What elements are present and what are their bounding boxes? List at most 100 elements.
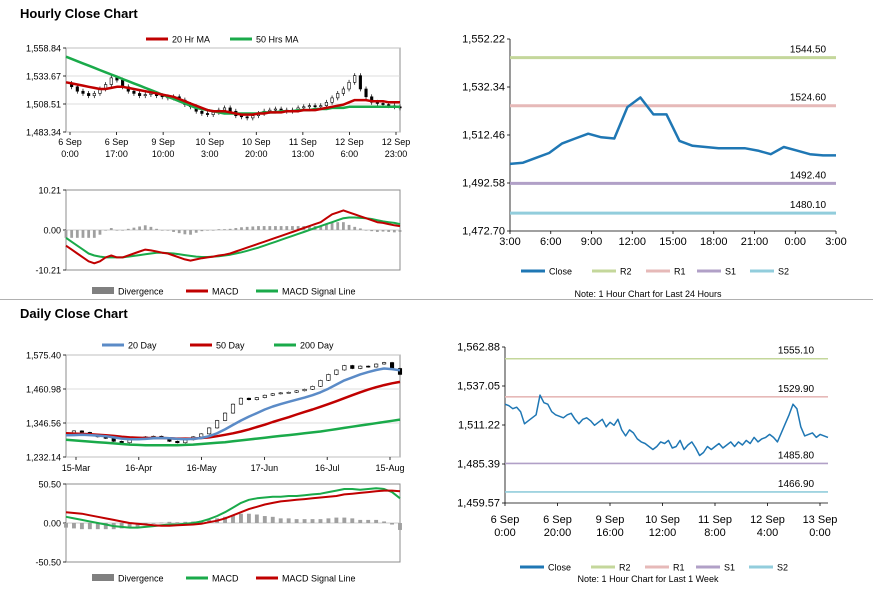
hourly-divergence-bar xyxy=(257,226,260,230)
hourly-divergence-bar xyxy=(81,230,85,238)
daily-legend-macd-label: MACD xyxy=(212,574,239,584)
daily-divergence-bar xyxy=(374,519,379,523)
hourly-levels-legend-s2-label: S2 xyxy=(778,267,789,277)
hourly-divergence-bar xyxy=(217,229,221,230)
daily-divergence-bar xyxy=(398,523,402,530)
daily-levels-legend-r2-label: R2 xyxy=(619,563,631,573)
hourly-candle-body xyxy=(200,110,204,114)
hourly-price-y-tick-label: 1,483.34 xyxy=(26,128,61,138)
hourly-candle-body xyxy=(211,112,215,115)
daily-divergence-bar xyxy=(382,521,387,523)
daily-candle-body xyxy=(246,397,251,400)
daily-divergence-bar xyxy=(310,519,315,523)
hourly-divergence-bar xyxy=(177,230,181,234)
daily-divergence-bar xyxy=(167,521,172,523)
hourly-candle-body xyxy=(245,116,249,119)
hourly-divergence-bar xyxy=(245,226,249,230)
daily-divergence-bar xyxy=(350,518,355,523)
hourly-legend-signal-label: MACD Signal Line xyxy=(282,287,356,297)
daily-price-x-tick-label: 16-Jul xyxy=(315,463,340,473)
daily-divergence-bar xyxy=(223,516,227,523)
hourly-divergence-bar xyxy=(319,226,323,230)
daily-candle-body xyxy=(222,412,228,421)
daily-levels-x-tick-label: 9 Sep xyxy=(596,514,625,526)
hourly-divergence-bar xyxy=(308,226,311,230)
daily-divergence-bar xyxy=(119,523,124,529)
hourly-candle-body xyxy=(205,113,210,115)
daily-divergence-bar xyxy=(326,518,331,523)
daily-price-x-tick-label: 17-Jun xyxy=(251,463,279,473)
hourly-divergence-bar xyxy=(92,230,96,238)
daily-candle-body xyxy=(207,427,212,435)
hourly-divergence-bar xyxy=(87,230,91,238)
hourly-divergence-bar xyxy=(262,226,266,230)
daily-candle-body xyxy=(238,397,244,405)
daily-200day-line xyxy=(65,418,401,447)
daily-levels-s2-label: 1466.90 xyxy=(778,479,815,490)
daily-divergence-bar xyxy=(286,518,291,523)
daily-legend-divergence-swatch xyxy=(92,574,114,581)
hourly-divergence-bar xyxy=(325,224,328,230)
daily-levels-x-tick-label: 4:00 xyxy=(757,527,778,539)
hourly-price-x-tick-label: 10:00 xyxy=(152,149,175,159)
hourly-price-frame xyxy=(65,47,401,133)
daily-candle-body xyxy=(397,368,403,375)
hourly-candle-body xyxy=(381,103,385,105)
hourly-divergence-bar xyxy=(211,230,215,231)
hourly-divergence-bar xyxy=(353,226,357,230)
daily-levels-y-tick-label: 1,485.39 xyxy=(457,459,500,471)
hourly-divergence-bar xyxy=(206,230,209,231)
hourly-levels-x-tick-label: 6:00 xyxy=(540,236,561,248)
hourly-divergence-bar xyxy=(149,226,153,230)
hourly-price-x-tick-label: 3:00 xyxy=(201,149,219,159)
daily-divergence-bar xyxy=(159,522,164,524)
daily-candle-body xyxy=(374,363,379,368)
hourly-divergence-bar xyxy=(189,230,192,235)
hourly-20hr-ma-line xyxy=(65,81,400,116)
daily-divergence-bar xyxy=(254,514,259,523)
hourly-divergence-bar xyxy=(166,230,170,231)
hourly-price-x-tick-label: 23:00 xyxy=(385,149,408,159)
hourly-price-x-tick-label: 6 Sep xyxy=(105,137,129,147)
hourly-price-x-tick-label: 17:00 xyxy=(105,149,128,159)
daily-levels-legend-s2-label: S2 xyxy=(777,563,788,573)
daily-candle-body xyxy=(334,369,339,375)
hourly-candle-body xyxy=(228,107,232,112)
daily-macd-line xyxy=(65,487,401,529)
daily-levels-r1-label: 1529.90 xyxy=(778,384,815,395)
daily-divergence-bar xyxy=(358,519,363,523)
hourly-divergence-bar xyxy=(109,228,113,230)
daily-20day-line xyxy=(65,367,401,441)
daily-macd-y-tick-label: 0.00 xyxy=(43,519,61,529)
hourly-divergence-bar xyxy=(285,226,289,230)
hourly-candle-body xyxy=(222,107,227,111)
daily-levels-x-tick-label: 8:00 xyxy=(704,527,725,539)
daily-50day-line xyxy=(65,380,401,440)
daily-legend-divergence-label: Divergence xyxy=(118,574,164,584)
hourly-levels-s1-label: 1492.40 xyxy=(790,170,827,181)
hourly-levels-y-tick-label: 1,512.46 xyxy=(462,130,505,142)
hourly-levels-y-tick-label: 1,552.22 xyxy=(462,34,505,46)
daily-divergence-bar xyxy=(294,519,299,523)
hourly-price-x-tick-label: 12 Sep xyxy=(382,137,411,147)
daily-divergence-bar xyxy=(278,518,283,523)
hourly-divergence-bar xyxy=(251,226,255,230)
hourly-candle-body xyxy=(75,86,79,92)
daily-candle-body xyxy=(294,390,299,393)
hourly-levels-r2-label: 1544.50 xyxy=(790,45,827,56)
hourly-divergence-bar xyxy=(330,222,334,230)
daily-candle-body xyxy=(215,420,220,429)
daily-price-x-tick-label: 15-Aug xyxy=(375,463,404,473)
daily-divergence-bar xyxy=(175,522,180,523)
daily-macd-y-tick-label: 50.50 xyxy=(38,480,61,490)
hourly-candle-body xyxy=(132,90,136,94)
hourly-legend-macd-label: MACD xyxy=(212,287,239,297)
daily-divergence-bar xyxy=(72,523,76,529)
hourly-divergence-bar xyxy=(98,230,102,235)
daily-price-x-tick-label: 16-May xyxy=(187,463,218,473)
hourly-divergence-bar xyxy=(115,230,119,231)
daily-candle-body xyxy=(286,391,291,394)
hourly-candle-body xyxy=(387,104,391,106)
daily-levels-x-tick-label: 11 Sep xyxy=(698,514,732,526)
hourly-divergence-bar xyxy=(392,230,396,233)
